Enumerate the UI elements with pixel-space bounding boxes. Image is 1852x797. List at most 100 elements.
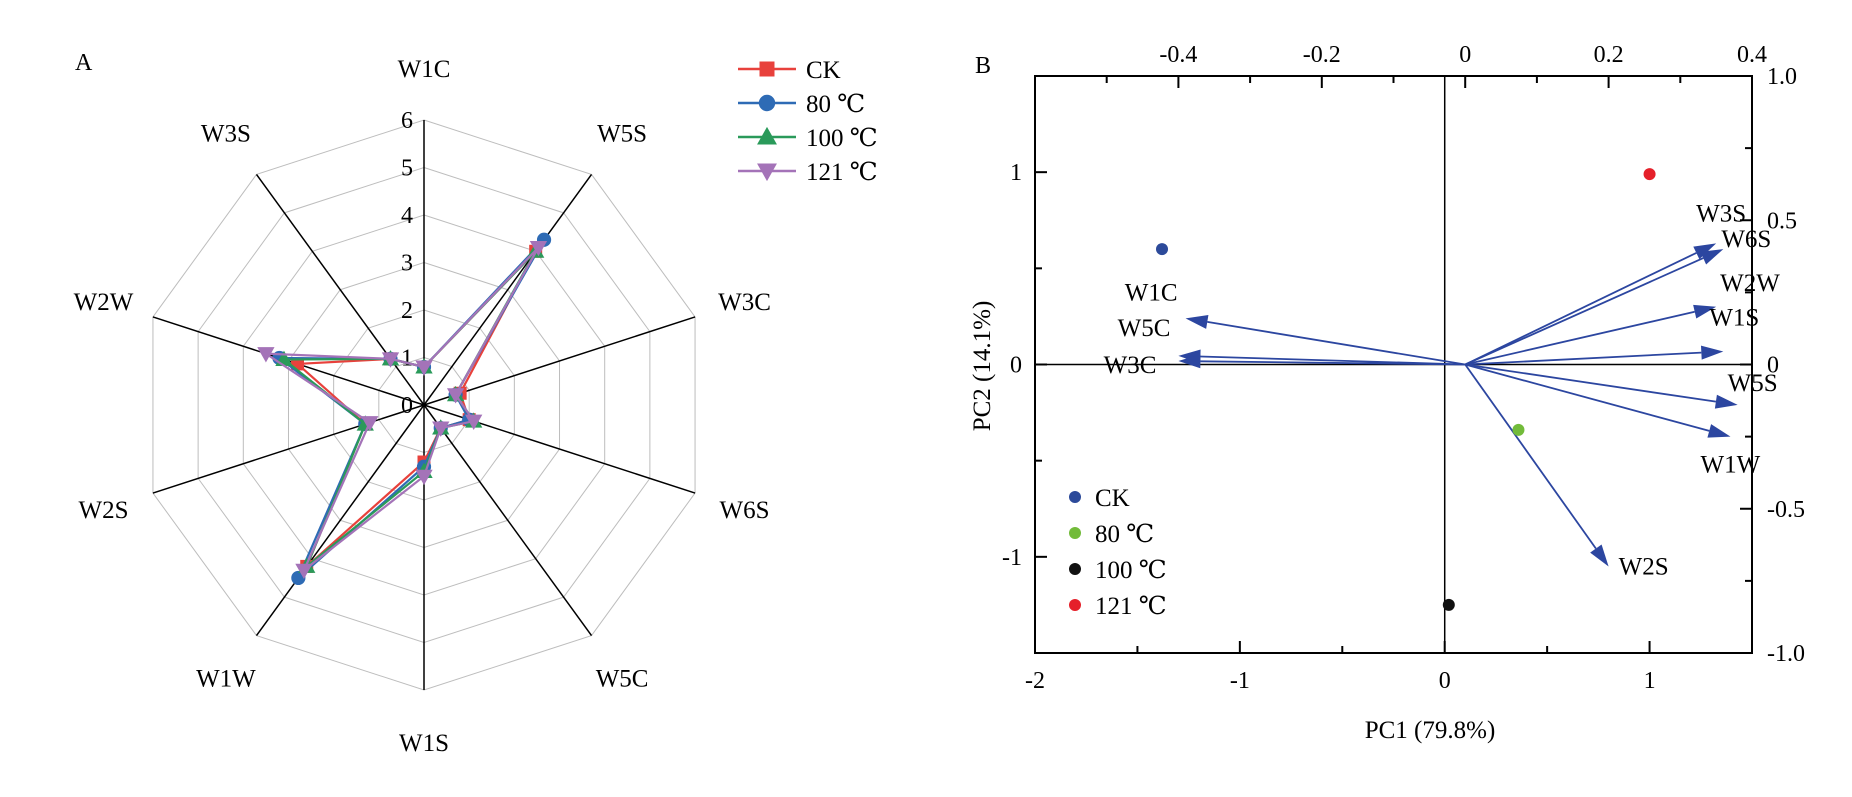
loading-label: W5S bbox=[1728, 370, 1778, 397]
loading-arrowhead bbox=[1700, 249, 1724, 265]
loading-vector: W3S bbox=[1464, 200, 1746, 366]
loading-arrowhead bbox=[1185, 315, 1209, 329]
score-point bbox=[1156, 243, 1169, 256]
top-tick-label: 0.4 bbox=[1737, 42, 1767, 68]
radar-data-point bbox=[415, 469, 433, 486]
legend-entry: 121 ℃ bbox=[738, 159, 878, 186]
score-points bbox=[1156, 168, 1656, 611]
loading-vector: W1S bbox=[1465, 305, 1759, 366]
loading-vector: W6S bbox=[1464, 226, 1771, 366]
legend-marker bbox=[759, 61, 775, 77]
radar-axis-label: W1W bbox=[196, 666, 256, 693]
radial-tick-label: 5 bbox=[401, 156, 413, 182]
loading-vector: W3C bbox=[1104, 352, 1466, 379]
top-tick-label: 0.2 bbox=[1594, 42, 1624, 68]
radar-axis-label: W6S bbox=[720, 497, 770, 524]
loading-vector-line bbox=[1200, 360, 1466, 366]
radial-tick-label: 3 bbox=[401, 251, 413, 277]
radar-data-point bbox=[446, 388, 465, 404]
loading-vector-line bbox=[1464, 310, 1695, 366]
loading-arrowhead bbox=[1707, 424, 1731, 438]
legend-marker bbox=[758, 94, 776, 112]
legend-entry: 100 ℃ bbox=[738, 125, 878, 152]
left-tick-label: 0 bbox=[1010, 353, 1022, 379]
radar-data-point bbox=[465, 414, 483, 430]
radar-data-point bbox=[361, 416, 379, 432]
radar-axis-labels: W1C W5S W3C W6S W5C W1S W1W W2S W2W W3S bbox=[74, 56, 771, 757]
radar-axis-label: W2W bbox=[74, 289, 134, 316]
top-tick-label: 0 bbox=[1459, 42, 1471, 68]
panel-label-b: B bbox=[975, 53, 991, 79]
loading-arrowhead bbox=[1590, 544, 1609, 567]
radar-axis-line bbox=[255, 404, 425, 637]
legend-entry: CK bbox=[1069, 485, 1130, 512]
loading-vector: W2W bbox=[1464, 270, 1780, 366]
loading-vector: W2S bbox=[1464, 363, 1669, 580]
loading-vector: W1W bbox=[1464, 363, 1761, 479]
legend-entry: 80 ℃ bbox=[738, 91, 865, 118]
loading-vector-line bbox=[1464, 363, 1710, 432]
loading-label: W2S bbox=[1619, 553, 1669, 580]
radar-axis-label: W1C bbox=[398, 56, 451, 83]
legend-marker bbox=[1069, 563, 1081, 575]
radar-axis-line bbox=[152, 404, 425, 494]
right-tick-label: 0 bbox=[1767, 353, 1779, 379]
left-tick-label: -1 bbox=[1002, 545, 1022, 571]
radar-series bbox=[257, 232, 552, 586]
loading-label: W3C bbox=[1104, 352, 1157, 379]
right-tick-label: 1.0 bbox=[1767, 64, 1797, 90]
loading-vector: W1C bbox=[1125, 279, 1466, 366]
loading-arrowhead bbox=[1693, 304, 1717, 319]
radar-axes bbox=[152, 120, 696, 690]
right-tick-label: 0.5 bbox=[1767, 208, 1797, 234]
radar-legend: CK 80 ℃ 100 ℃ 121 ℃ bbox=[738, 57, 878, 186]
legend-marker bbox=[1069, 491, 1081, 503]
legend-label: 121 ℃ bbox=[806, 159, 878, 186]
loading-label: W1W bbox=[1700, 452, 1760, 479]
radial-tick-label: 1 bbox=[401, 346, 413, 372]
axis-ticks: -2 -1 0 1 -1 0 1 -0.4 -0.2 0 0.2 0.41.0 0.5 0 -0.5 -1.0 bbox=[1002, 42, 1805, 694]
loading-vector: W5S bbox=[1465, 363, 1778, 409]
radar-data-point bbox=[381, 352, 400, 368]
legend-entry: 100 ℃ bbox=[1069, 557, 1167, 584]
legend-label: CK bbox=[806, 57, 841, 84]
loading-vector-line bbox=[1465, 363, 1717, 403]
legend-marker bbox=[1069, 599, 1081, 611]
radar-chart: A 0 1 2 3 4 5 6 W1C W5S W3C W6S W5C W1S W1W W2S W2W W3S… bbox=[74, 50, 878, 757]
radar-data-point bbox=[432, 421, 450, 437]
bottom-tick-label: 1 bbox=[1644, 668, 1656, 694]
legend-label: 80 ℃ bbox=[806, 91, 865, 118]
loading-arrowhead bbox=[1714, 394, 1738, 409]
legend-label: CK bbox=[1095, 485, 1130, 512]
x-axis-label: PC1 (79.8%) bbox=[1365, 717, 1496, 744]
radar-data-point bbox=[295, 563, 313, 580]
right-tick-label: -0.5 bbox=[1767, 497, 1805, 523]
top-tick-label: -0.2 bbox=[1303, 42, 1341, 68]
y-axis-label: PC2 (14.1%) bbox=[969, 301, 996, 432]
bottom-tick-label: -1 bbox=[1230, 668, 1250, 694]
bottom-tick-label: 0 bbox=[1439, 668, 1451, 694]
top-tick-label: -0.4 bbox=[1159, 42, 1197, 68]
radial-tick-label: 0 bbox=[401, 393, 413, 419]
legend-label: 121 ℃ bbox=[1095, 593, 1167, 620]
biplot-legend: CK 80 ℃ 100 ℃ 121 ℃ bbox=[1069, 485, 1167, 620]
score-point bbox=[1512, 423, 1525, 436]
loading-vector-line bbox=[1207, 321, 1466, 366]
legend-marker bbox=[1069, 527, 1081, 539]
radar-axis-label: W1S bbox=[399, 730, 449, 757]
radar-tick-labels: 0 1 2 3 4 5 6 bbox=[401, 108, 413, 419]
legend-entry: 121 ℃ bbox=[1069, 593, 1167, 620]
radar-axis-label: W5S bbox=[597, 120, 647, 147]
panel-label-a: A bbox=[75, 50, 93, 76]
loading-vector-line bbox=[1464, 252, 1697, 366]
legend-label: 80 ℃ bbox=[1095, 521, 1154, 548]
radial-tick-label: 4 bbox=[401, 203, 413, 229]
legend-marker bbox=[757, 126, 777, 145]
radar-axis-line bbox=[255, 173, 425, 406]
radar-axis-line bbox=[423, 316, 696, 406]
loading-label: W1C bbox=[1125, 279, 1178, 306]
legend-label: 100 ℃ bbox=[1095, 557, 1167, 584]
loading-label: W6S bbox=[1721, 226, 1771, 253]
